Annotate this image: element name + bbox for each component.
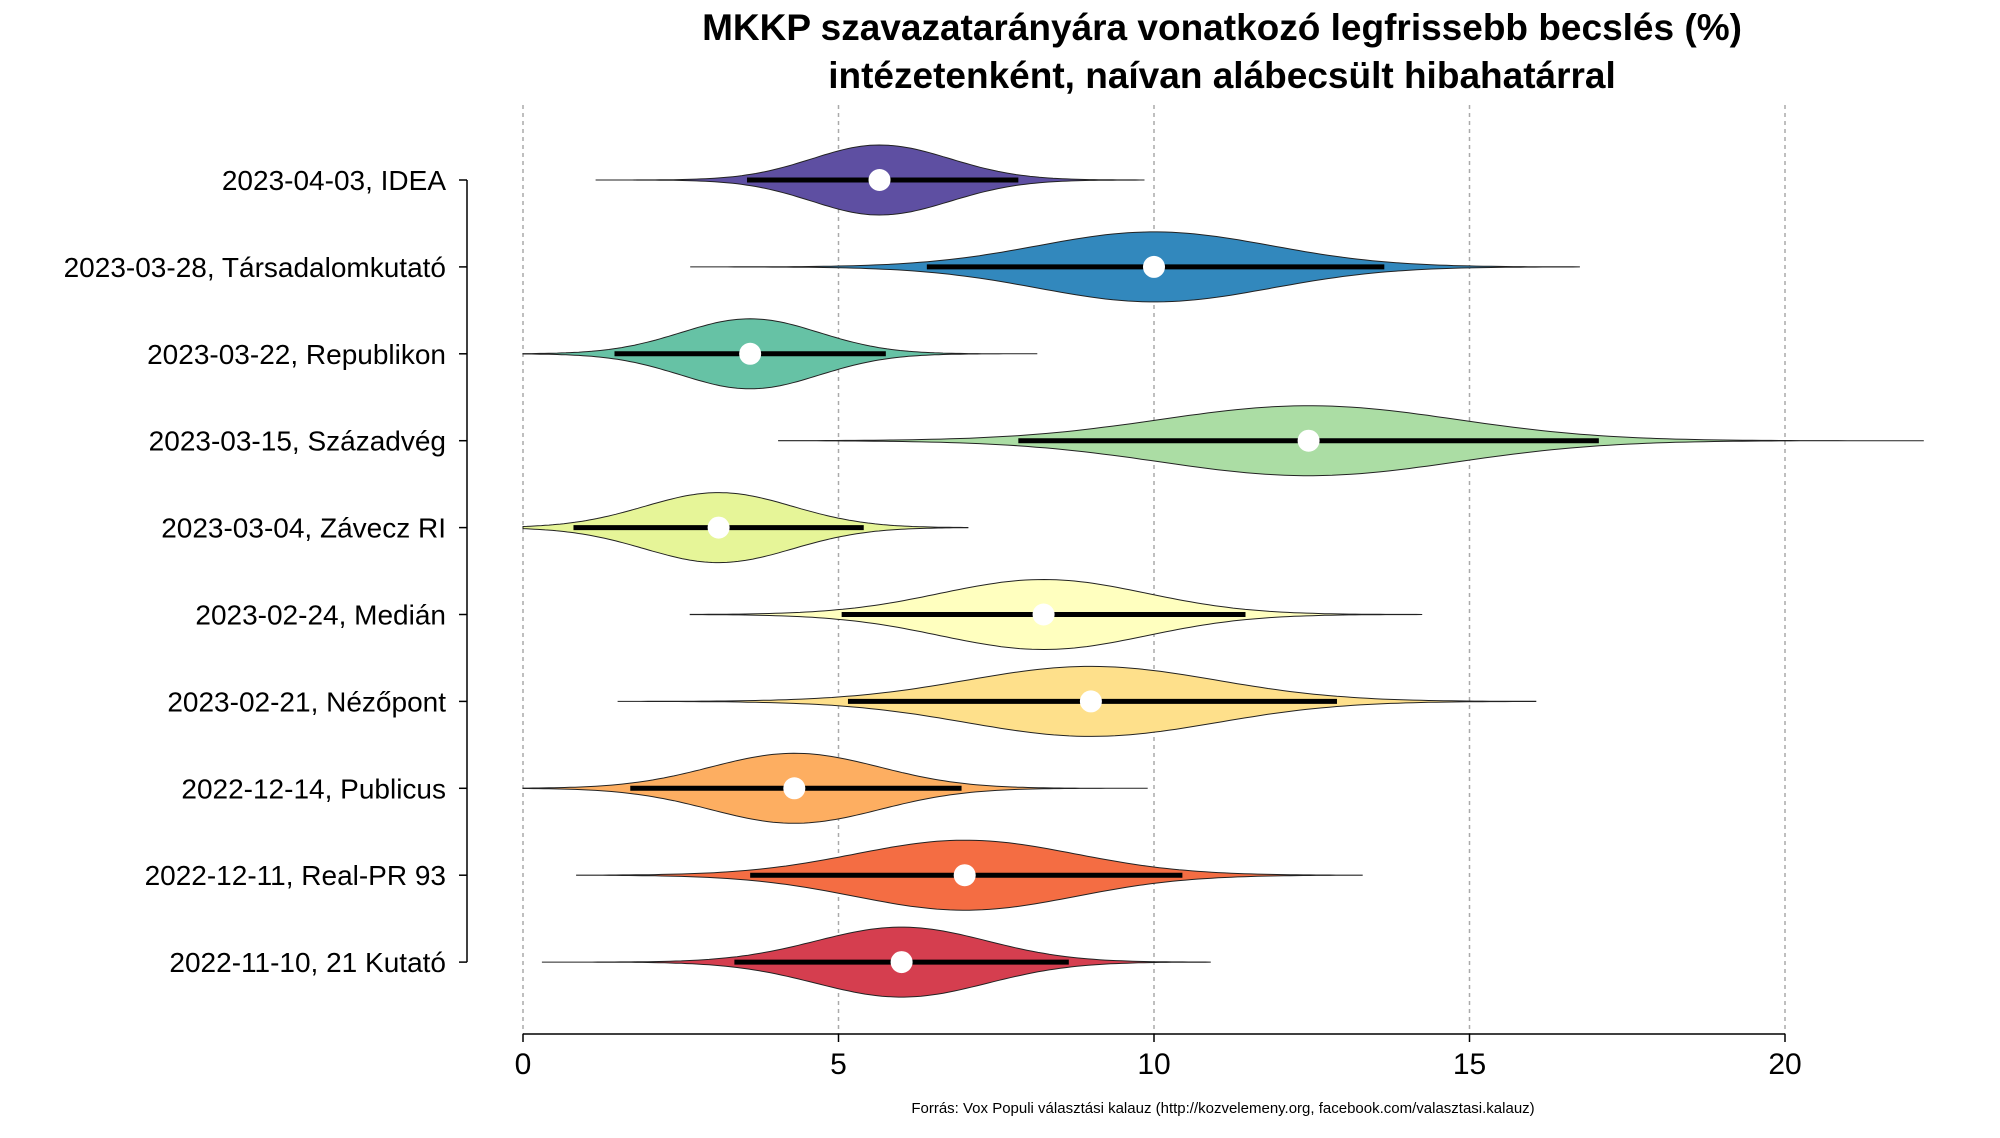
y-tick-label: 2023-02-24, Medián bbox=[195, 600, 446, 631]
x-axis: 0 5 10 15 20 bbox=[515, 1033, 1802, 1081]
mean-point bbox=[1297, 429, 1320, 452]
mean-point bbox=[783, 777, 806, 800]
y-tick-label: 2022-12-14, Publicus bbox=[181, 773, 446, 804]
mean-point bbox=[1143, 255, 1165, 278]
y-tick-label: 2023-02-21, Nézőpont bbox=[167, 686, 446, 717]
source-note: Forrás: Vox Populi választási kalauz (ht… bbox=[911, 1100, 1534, 1117]
x-tick-label: 15 bbox=[1453, 1048, 1486, 1081]
y-tick-label: 2023-03-04, Závecz RI bbox=[161, 513, 446, 544]
mean-point bbox=[890, 951, 913, 974]
y-tick-label: 2023-03-28, Társadalomkutató bbox=[64, 252, 446, 283]
mean-point bbox=[1079, 690, 1102, 713]
x-tick-label: 0 bbox=[515, 1048, 532, 1081]
y-tick-label: 2022-12-11, Real-PR 93 bbox=[145, 860, 446, 891]
mean-point bbox=[739, 342, 762, 365]
x-tick-label: 5 bbox=[830, 1048, 847, 1081]
y-tick-label: 2022-11-10, 21 Kutató bbox=[169, 947, 446, 978]
y-axis: 2023-04-03, IDEA 2023-03-28, Társadalomku… bbox=[64, 165, 468, 978]
mean-point bbox=[953, 864, 976, 887]
mean-point bbox=[1032, 603, 1055, 626]
x-tick-label: 20 bbox=[1768, 1048, 1801, 1081]
mean-point bbox=[868, 169, 891, 191]
x-tick-label: 10 bbox=[1137, 1048, 1170, 1081]
mean-point bbox=[707, 516, 730, 539]
y-tick-label: 2023-04-03, IDEA bbox=[222, 165, 446, 196]
chart-title-line1: MKKP szavazatarányára vonatkozó legfriss… bbox=[702, 7, 1742, 48]
violins bbox=[522, 144, 1924, 998]
y-tick-label: 2023-03-15, Századvég bbox=[149, 426, 446, 457]
chart-title-line2: intézetenként, naívan alábecsült hibahat… bbox=[828, 55, 1616, 96]
y-tick-label: 2023-03-22, Republikon bbox=[147, 339, 446, 370]
